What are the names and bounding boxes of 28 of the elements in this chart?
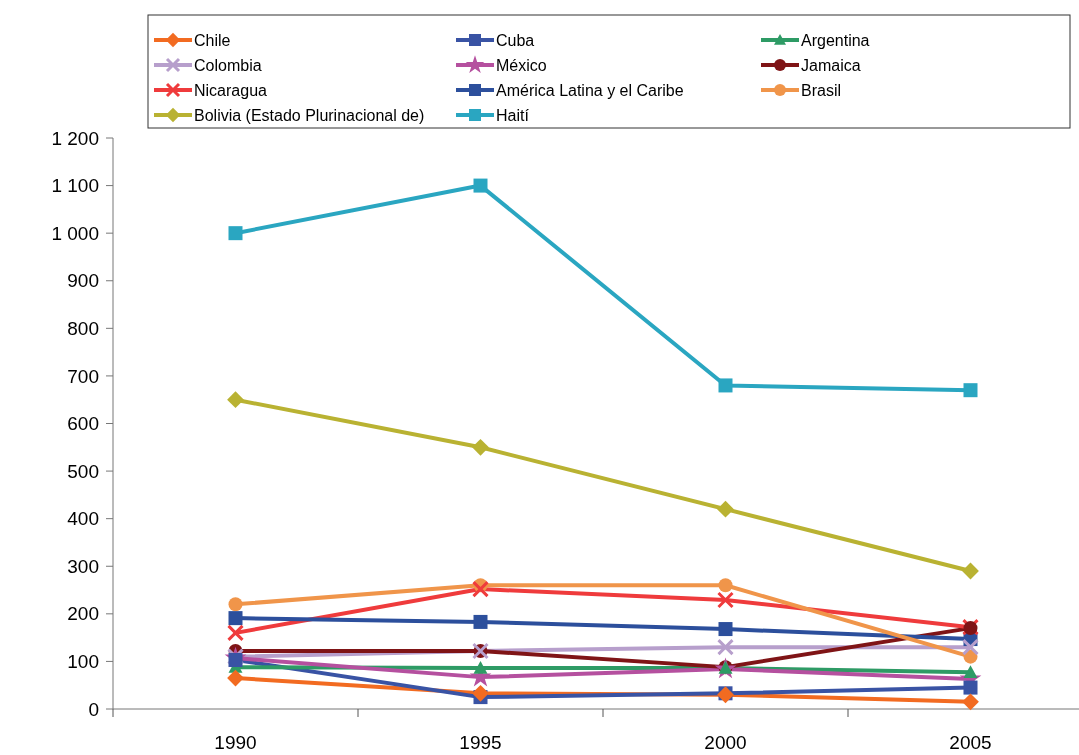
y-tick-label: 1 200 xyxy=(51,127,99,149)
y-tick-label: 200 xyxy=(67,603,99,625)
y-tick-label: 500 xyxy=(67,460,99,482)
y-tick-label: 400 xyxy=(67,508,99,530)
y-tick-label: 1 000 xyxy=(51,222,99,244)
legend-label: Brasil xyxy=(801,81,842,99)
x-tick-label: 2005 xyxy=(949,732,992,753)
legend-label: Haití xyxy=(496,106,530,124)
x-tick-label: 1995 xyxy=(459,732,502,753)
y-tick-label: 100 xyxy=(67,651,99,673)
legend-label: América Latina y el Caribe xyxy=(496,81,684,99)
x-tick-label: 2000 xyxy=(704,732,747,753)
legend-label: Argentina xyxy=(801,31,870,49)
legend-label: Cuba xyxy=(496,31,535,49)
legend-label: Colombia xyxy=(194,56,262,74)
legend-label: Bolivia (Estado Plurinacional de) xyxy=(194,106,425,124)
legend-label: México xyxy=(496,56,547,74)
y-tick-label: 600 xyxy=(67,413,99,435)
y-tick-label: 900 xyxy=(67,270,99,292)
legend-label: Nicaragua xyxy=(194,81,268,99)
legend-label: Jamaica xyxy=(801,56,861,74)
y-tick-label: 0 xyxy=(88,698,99,720)
y-tick-label: 700 xyxy=(67,365,99,387)
y-tick-label: 300 xyxy=(67,555,99,577)
legend-label: Chile xyxy=(194,31,231,49)
y-tick-label: 800 xyxy=(67,317,99,339)
x-tick-label: 1990 xyxy=(214,732,257,753)
y-tick-label: 1 100 xyxy=(51,175,99,197)
